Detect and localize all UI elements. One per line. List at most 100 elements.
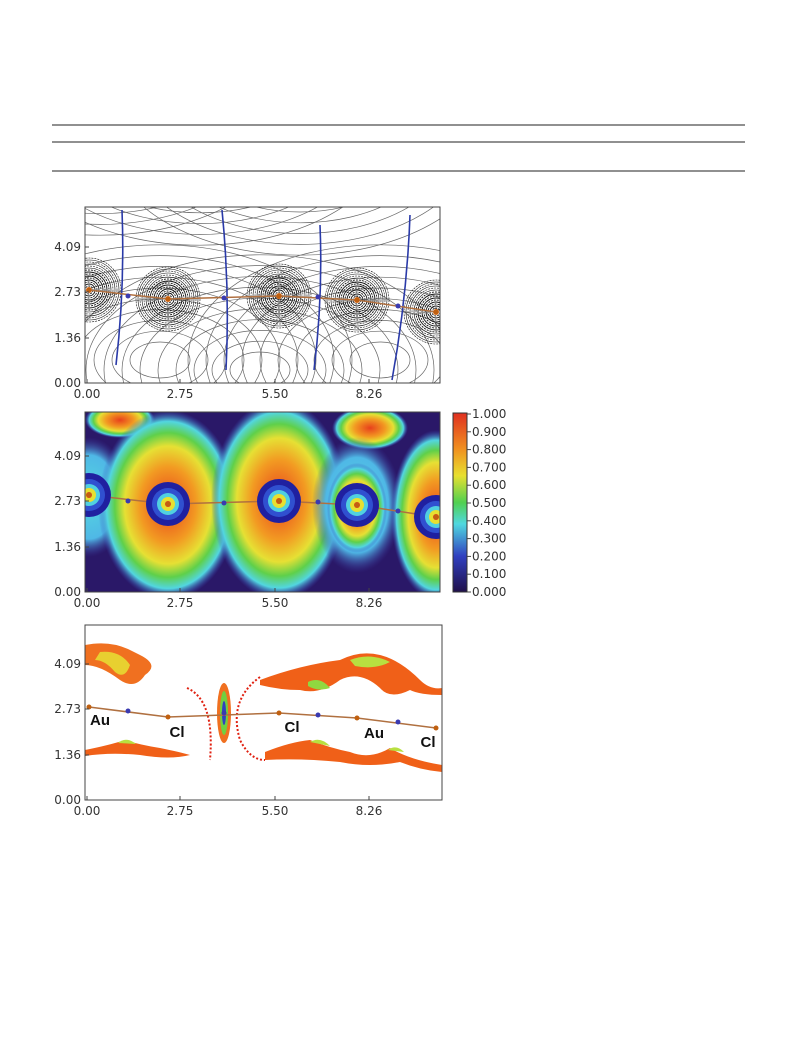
- x-tick-label: 0.00: [74, 596, 101, 610]
- contour: [198, 79, 402, 201]
- contour: [413, 289, 440, 335]
- contour: [85, 207, 159, 214]
- colorbar-label: 0.400: [472, 514, 506, 528]
- contour: [85, 276, 299, 383]
- atom-point: [86, 492, 92, 498]
- x-tick-label: 8.26: [356, 804, 383, 818]
- contour: [85, 309, 245, 383]
- contour: [324, 267, 390, 333]
- isosurface-panel: [85, 643, 442, 772]
- contour: [336, 279, 378, 321]
- atom-point: [354, 715, 360, 721]
- colorbar-label: 0.900: [472, 425, 506, 439]
- y-tick-label: 1.36: [54, 540, 81, 554]
- contour: [234, 100, 366, 179]
- bond-point: [395, 719, 401, 725]
- atom-point: [165, 714, 171, 720]
- y-tick-label: 2.73: [54, 494, 81, 508]
- x-tick-label: 5.50: [262, 387, 289, 401]
- contour: [52, 91, 148, 149]
- contour: [252, 111, 348, 169]
- contour: [0, 59, 202, 181]
- atom-point: [165, 296, 171, 302]
- contour: [246, 263, 312, 329]
- plot-frame: [84, 206, 441, 384]
- contour: [313, 320, 440, 383]
- contour: [147, 207, 253, 214]
- x-tick-label: 8.26: [356, 596, 383, 610]
- contour: [250, 267, 308, 325]
- contour: [166, 207, 434, 245]
- contour: [139, 297, 381, 383]
- contour: [405, 281, 440, 343]
- bond-point: [315, 499, 321, 505]
- x-tick-label: 0.00: [74, 804, 101, 818]
- atom-label: Cl: [170, 724, 185, 741]
- contour: [85, 257, 122, 323]
- contour: [349, 341, 411, 379]
- atom-point: [354, 297, 360, 303]
- x-tick-label: 5.50: [262, 804, 289, 818]
- atom-point: [276, 293, 282, 299]
- contour: [98, 69, 302, 191]
- contour: [85, 265, 114, 315]
- bond-point: [125, 708, 131, 714]
- contour: [187, 244, 440, 383]
- contour: [403, 279, 440, 345]
- colorbar-label: 0.500: [472, 496, 506, 510]
- x-tick-label: 5.50: [262, 596, 289, 610]
- contour: [110, 207, 290, 224]
- contour: [241, 276, 440, 383]
- contour: [328, 271, 386, 329]
- x-tick-label: 2.75: [167, 596, 194, 610]
- contour-panel: [0, 37, 440, 383]
- atom-label: Cl: [285, 719, 300, 736]
- y-tick-label: 1.36: [54, 331, 81, 345]
- contour: [157, 308, 363, 383]
- contour: [116, 80, 284, 181]
- colorbar-label: 0.300: [472, 532, 506, 546]
- bond-point: [221, 295, 227, 301]
- x-tick-label: 2.75: [167, 804, 194, 818]
- separatrix: [221, 209, 229, 371]
- contour: [258, 275, 300, 317]
- contour: [211, 340, 309, 383]
- contour: [85, 271, 108, 309]
- contour: [85, 269, 110, 311]
- contour: [85, 207, 227, 236]
- bond-point: [395, 303, 401, 309]
- bond-point: [125, 498, 131, 504]
- contour: [85, 207, 344, 246]
- y-tick-label: 0.00: [54, 585, 81, 599]
- y-tick-label: 4.09: [54, 240, 81, 254]
- contour: [421, 297, 440, 327]
- contour: [85, 254, 440, 331]
- atom-label: Au: [90, 712, 110, 729]
- contour: [85, 259, 120, 321]
- contour: [338, 281, 376, 319]
- contour: [129, 341, 191, 379]
- contour: [111, 330, 209, 383]
- plot-frame: [84, 624, 443, 801]
- atom-label: Au: [364, 725, 384, 742]
- colorbar-label: 0.200: [472, 549, 506, 563]
- x-tick-label: 8.26: [356, 387, 383, 401]
- contour: [85, 279, 100, 301]
- plot-frame: [84, 411, 441, 593]
- contour: [330, 273, 384, 327]
- contour: [85, 275, 104, 305]
- contour: [85, 261, 118, 319]
- contour: [425, 301, 440, 323]
- contour: [85, 281, 98, 299]
- contour: [270, 122, 330, 158]
- atom-point: [433, 309, 439, 315]
- contour: [0, 37, 238, 203]
- contour: [85, 273, 106, 307]
- y-tick-label: 2.73: [54, 285, 81, 299]
- contour: [417, 293, 440, 331]
- contour: [223, 266, 440, 383]
- contour: [85, 207, 198, 225]
- contour: [190, 207, 410, 234]
- contour: [229, 351, 291, 383]
